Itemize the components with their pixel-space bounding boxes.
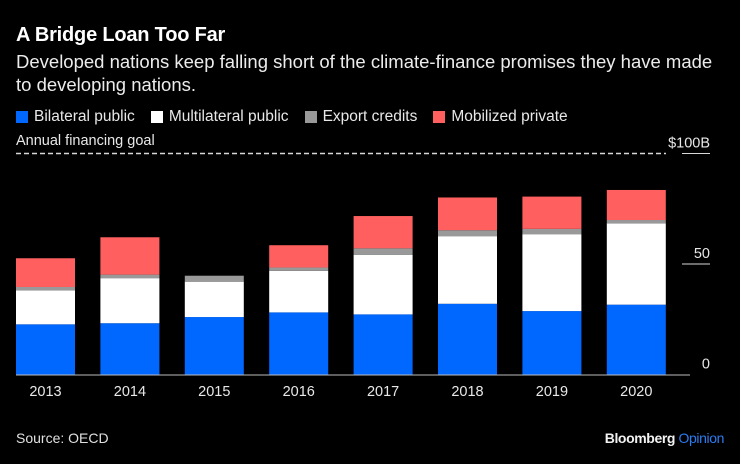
x-tick-label-2017: 2017: [367, 384, 399, 400]
bar-2019-multilateral-public: [522, 234, 582, 312]
bar-2016-mobilized-private: [269, 245, 329, 268]
bar-2020-bilateral-public: [606, 304, 666, 375]
bar-2017-multilateral-public: [353, 254, 413, 315]
source-note: Source: OECD: [16, 430, 109, 446]
y-tick-label-50: 50: [694, 246, 710, 262]
bar-2017-bilateral-public: [353, 314, 413, 375]
y-tick-label-0: 0: [702, 357, 710, 373]
bar-2018-mobilized-private: [438, 197, 497, 231]
legend-label: Mobilized private: [451, 108, 568, 125]
bar-2020-mobilized-private: [606, 189, 666, 221]
legend-item-mobilized-private: Mobilized private: [433, 108, 568, 126]
goal-annotation-label: Annual financing goal: [16, 133, 155, 149]
x-tick-label-2018: 2018: [451, 384, 483, 400]
x-tick-label-2015: 2015: [198, 384, 230, 400]
chart-subtitle: Developed nations keep falling short of …: [16, 51, 713, 95]
x-tick-label-2016: 2016: [283, 384, 315, 400]
legend: Bilateral public Multilateral public Exp…: [16, 108, 584, 126]
bar-2015-bilateral-public: [184, 317, 244, 375]
bar-2019-bilateral-public: [522, 311, 582, 375]
bar-2018-bilateral-public: [438, 303, 497, 375]
bar-2017-mobilized-private: [353, 216, 413, 249]
legend-label: Bilateral public: [34, 108, 135, 125]
y-tick-label-100: $100B: [668, 136, 710, 152]
bar-2014-export-credits: [100, 274, 160, 279]
bar-2014-bilateral-public: [100, 323, 160, 375]
bar-2015-export-credits: [184, 275, 244, 282]
bar-2018-multilateral-public: [438, 236, 497, 304]
x-tick-label-2014: 2014: [114, 384, 146, 400]
bar-2013-mobilized-private: [16, 258, 75, 287]
bar-2019-mobilized-private: [522, 196, 582, 229]
chart-title: A Bridge Loan Too Far: [16, 24, 226, 46]
bar-2020-export-credits: [606, 220, 666, 224]
bar-2019-export-credits: [522, 228, 582, 235]
x-tick-label-2013: 2013: [29, 384, 61, 400]
bar-2016-bilateral-public: [269, 312, 329, 375]
brand-main: Bloomberg: [604, 430, 676, 446]
brand-logo: Bloomberg Opinion: [604, 430, 725, 446]
legend-swatch-export-credits: [304, 111, 317, 123]
legend-swatch-mobilized-private: [433, 111, 446, 123]
brand-sub: Opinion: [678, 430, 725, 446]
bar-2017-export-credits: [353, 248, 413, 255]
x-tick-label-2020: 2020: [620, 384, 652, 400]
bar-2015-multilateral-public: [184, 281, 244, 318]
bar-2016-export-credits: [269, 267, 329, 271]
legend-item-bilateral-public: Bilateral public: [16, 108, 135, 126]
bar-2020-multilateral-public: [606, 223, 666, 305]
bar-2013-multilateral-public: [16, 290, 75, 325]
legend-swatch-bilateral-public: [16, 111, 28, 123]
bar-2013-export-credits: [16, 286, 75, 291]
bar-2014-mobilized-private: [100, 237, 160, 275]
bar-2013-bilateral-public: [16, 324, 75, 375]
legend-item-export-credits: Export credits: [304, 108, 418, 126]
bar-2016-multilateral-public: [269, 270, 329, 313]
legend-item-multilateral-public: Multilateral public: [150, 108, 289, 126]
bar-2014-multilateral-public: [100, 278, 160, 324]
legend-label: Multilateral public: [168, 108, 289, 125]
legend-label: Export credits: [322, 108, 418, 125]
legend-swatch-multilateral-public: [150, 111, 163, 123]
bar-2018-export-credits: [438, 230, 497, 237]
x-tick-label-2019: 2019: [536, 384, 568, 400]
